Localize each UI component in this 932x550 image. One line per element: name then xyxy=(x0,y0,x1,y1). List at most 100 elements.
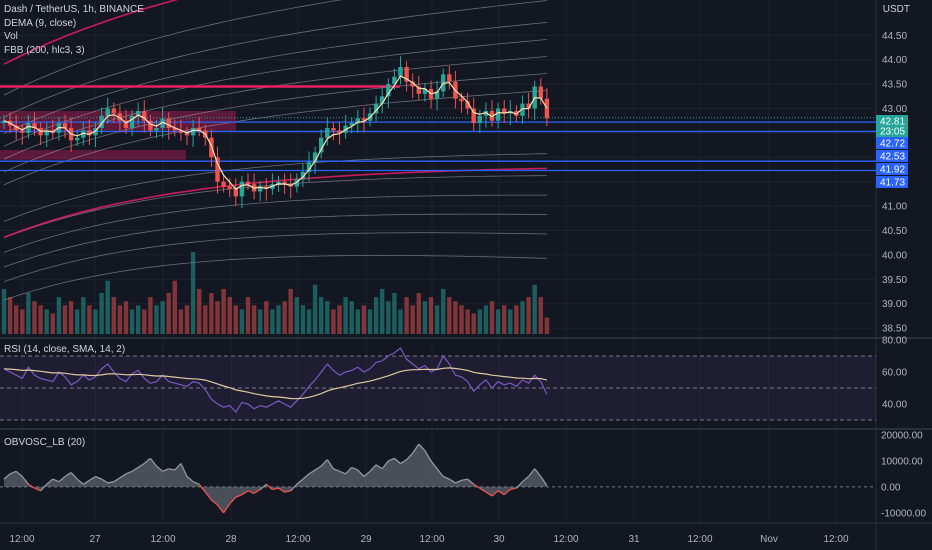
obv-line xyxy=(46,478,54,485)
obv-line xyxy=(528,468,536,477)
obv-line xyxy=(137,462,145,468)
obv-line xyxy=(89,475,96,481)
obv-line xyxy=(180,463,188,477)
legend-obv[interactable]: OBVOSC_LB (20) xyxy=(4,437,86,448)
candle xyxy=(380,96,385,104)
candle xyxy=(75,137,80,141)
obv-line xyxy=(491,490,499,497)
obv-line xyxy=(515,481,523,489)
obv-line xyxy=(210,499,218,506)
candle xyxy=(227,186,232,190)
volume-bar xyxy=(1,288,7,334)
volume-bar xyxy=(117,305,123,334)
fbb-line xyxy=(3,22,547,134)
time-tick-label: 12:00 xyxy=(419,534,444,545)
volume-bar xyxy=(190,252,196,334)
rsi-tick-label: 80.00 xyxy=(882,336,907,347)
candle xyxy=(99,115,104,129)
volume-bar xyxy=(477,309,482,334)
candle xyxy=(538,86,543,99)
volume-bar xyxy=(416,293,421,334)
candle xyxy=(14,125,19,131)
fbb-line xyxy=(3,0,342,96)
volume-bar xyxy=(361,305,367,334)
price-label-text: 41.73 xyxy=(880,178,905,189)
volume-bar xyxy=(105,280,110,334)
candle xyxy=(105,108,110,116)
volume-bar xyxy=(270,309,275,334)
volume-bar xyxy=(428,297,434,334)
time-tick-label: 31 xyxy=(628,534,640,545)
time-tick-label: 12:00 xyxy=(150,534,175,545)
price-label-text: 23:05 xyxy=(880,127,905,138)
candle xyxy=(392,76,397,85)
obv-line xyxy=(461,478,468,482)
obv-line xyxy=(351,466,359,471)
volume-bar xyxy=(325,301,330,334)
candle xyxy=(20,130,25,133)
candle xyxy=(319,137,324,153)
candle xyxy=(62,123,68,129)
volume-bar xyxy=(538,297,543,334)
candle xyxy=(502,108,507,114)
obv-line xyxy=(278,487,285,493)
volume-bar xyxy=(508,309,513,334)
volume-bar xyxy=(245,297,251,334)
fbb-line xyxy=(3,232,547,283)
volume-bar xyxy=(81,297,86,334)
candle xyxy=(81,130,86,138)
obv-line xyxy=(95,475,102,480)
price-tick-label: 43.50 xyxy=(882,80,907,91)
fbb-line xyxy=(3,0,547,118)
candle xyxy=(111,108,116,114)
time-tick-label: 12:00 xyxy=(687,534,712,545)
candle xyxy=(489,110,495,121)
rsi-tick-label: 40.00 xyxy=(882,400,907,411)
legend-symbol[interactable]: Dash / TetherUS, 1h, BINANCE xyxy=(4,4,144,15)
obv-line xyxy=(430,460,438,470)
obv-line xyxy=(357,469,365,477)
obv-line xyxy=(107,481,114,484)
volume-bar xyxy=(495,309,501,334)
price-label-text: 42.81 xyxy=(880,117,905,128)
obv-line xyxy=(388,457,395,462)
legend-dema[interactable]: DEMA (9, close) xyxy=(4,18,77,29)
legend-rsi[interactable]: RSI (14, close, SMA, 14, 2) xyxy=(4,344,126,355)
obv-line xyxy=(119,473,127,479)
volume-bar xyxy=(75,309,80,334)
obv-line xyxy=(345,466,353,475)
legend-vol[interactable]: Vol xyxy=(4,31,18,42)
volume-bar xyxy=(312,284,318,334)
candle xyxy=(87,130,92,136)
obv-tick-label: -10000.00 xyxy=(881,508,926,519)
volume-bar xyxy=(380,288,385,334)
obv-line xyxy=(162,468,169,472)
volume-bar xyxy=(154,305,159,334)
obv-line xyxy=(314,465,322,471)
volume-bar xyxy=(410,305,415,334)
volume-bar xyxy=(233,305,238,334)
price-label-text: 42.53 xyxy=(880,152,905,163)
obv-line xyxy=(186,476,194,483)
obv-pane: 20000.00 10000.00 0.00 -10000.00 xyxy=(0,431,926,519)
legend-fbb[interactable]: FBB (200, hlc3, 3) xyxy=(4,45,85,56)
volume-bar xyxy=(221,288,226,334)
obv-line xyxy=(82,479,90,485)
volume-bar xyxy=(258,309,263,334)
time-tick-label: 29 xyxy=(360,534,372,545)
candle xyxy=(184,132,190,136)
obv-line xyxy=(442,475,450,480)
candle xyxy=(306,162,312,172)
time-tick-label: Nov xyxy=(760,534,778,545)
candle xyxy=(239,181,245,197)
obv-line xyxy=(412,443,420,454)
obv-line xyxy=(302,473,310,480)
time-tick-label: 28 xyxy=(225,534,237,545)
candle xyxy=(44,130,49,136)
fbb-line xyxy=(3,213,547,268)
obv-line xyxy=(235,494,243,498)
obv-line xyxy=(339,470,346,475)
time-tick-label: 12:00 xyxy=(285,534,310,545)
obv-line xyxy=(265,483,273,490)
